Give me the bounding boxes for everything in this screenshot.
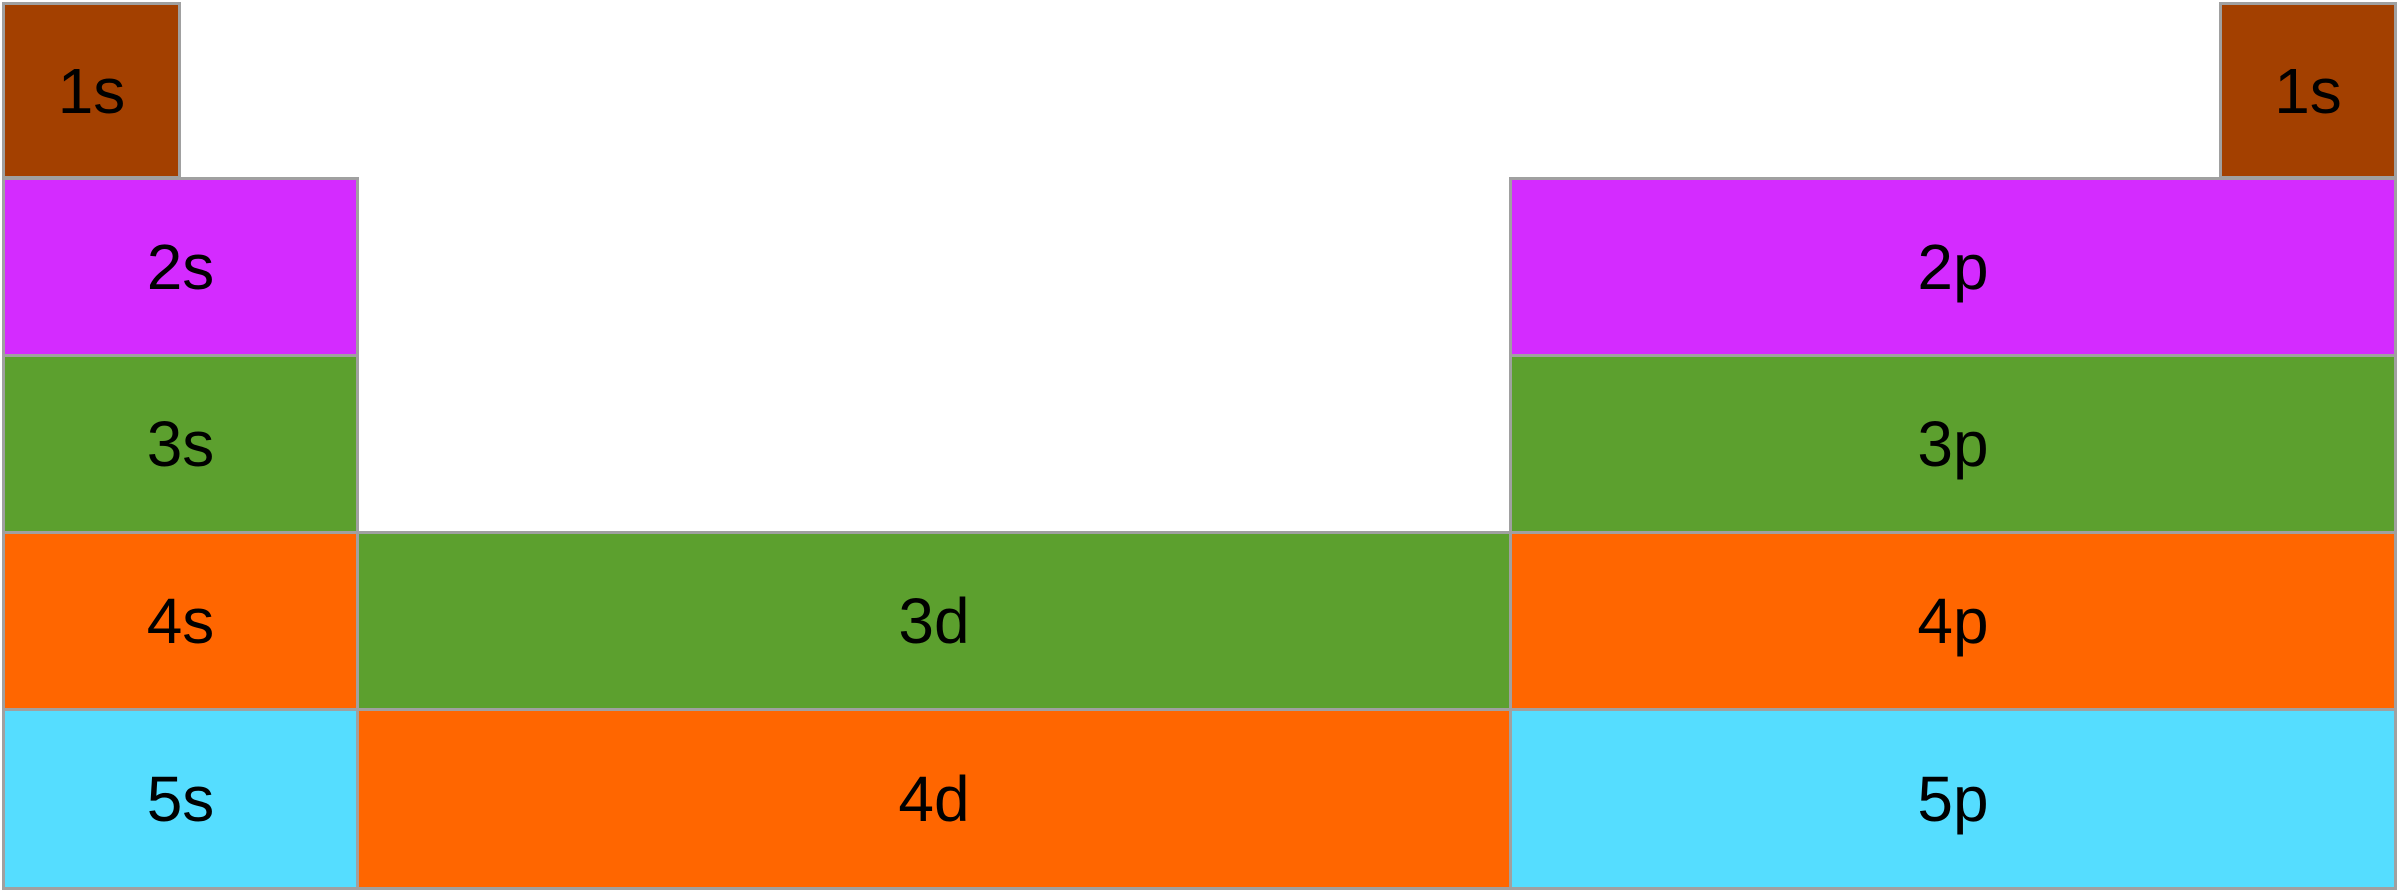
block-cell: 3p <box>1509 354 2397 534</box>
block-cell: 3d <box>356 531 1512 711</box>
block-cell: 2p <box>1509 177 2397 357</box>
block-cell: 5s <box>2 708 359 890</box>
block-cell: 4d <box>356 708 1512 890</box>
block-cell: 1s <box>2 2 181 179</box>
block-cell: 1s <box>2219 2 2397 179</box>
block-cell: 4s <box>2 531 359 711</box>
block-cell: 2s <box>2 177 359 357</box>
block-cell: 3s <box>2 354 359 534</box>
block-cell: 4p <box>1509 531 2397 711</box>
block-cell: 5p <box>1509 708 2397 890</box>
